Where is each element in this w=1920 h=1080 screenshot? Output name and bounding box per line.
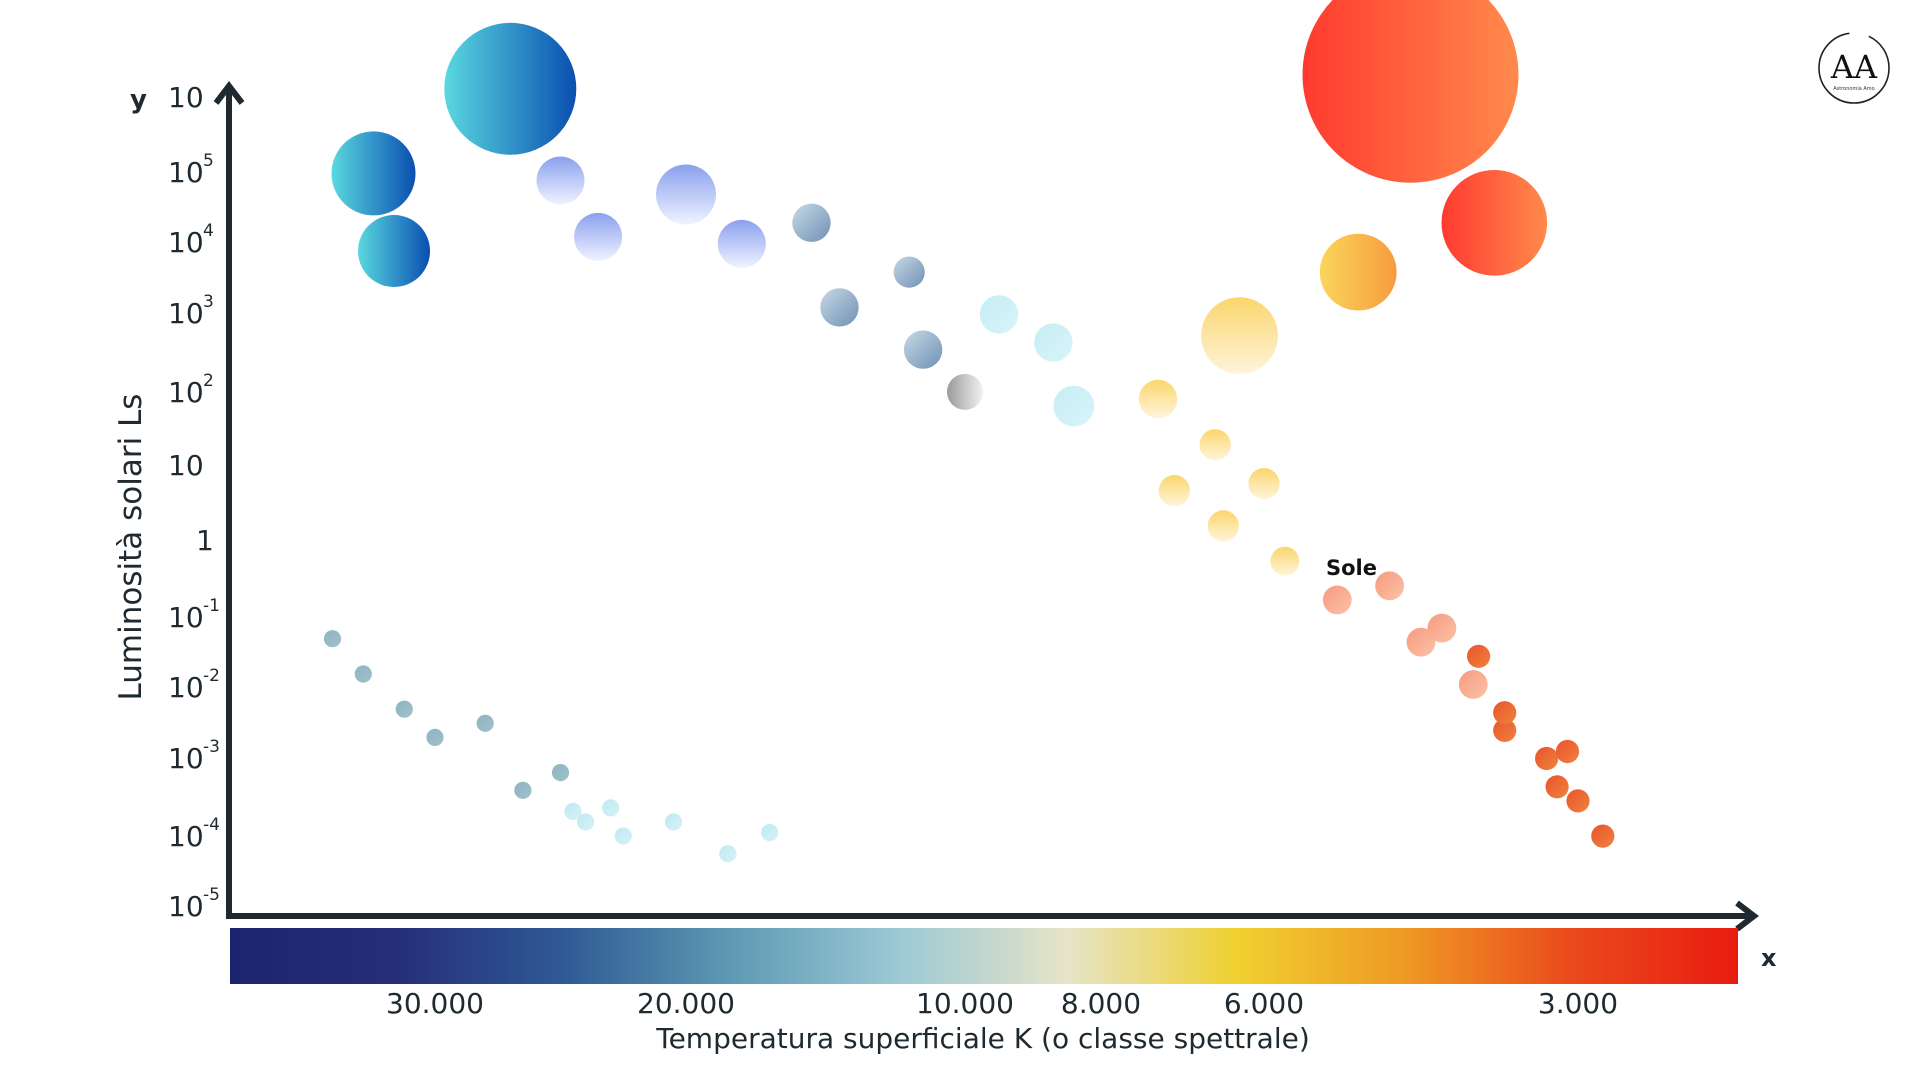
star-point-orange-red-dwarfs <box>1467 644 1491 668</box>
logo-text: AA <box>1830 48 1878 86</box>
y-tick-label: 10 <box>168 376 204 409</box>
star-point-orange-red-dwarfs <box>1566 789 1590 813</box>
y-tick-label: 10 <box>168 226 204 259</box>
star-point-hot-blue <box>536 156 585 205</box>
star-point-hot-blue <box>331 131 416 216</box>
star-point-white-dwarfs <box>426 728 444 747</box>
y-tick-label: 10 <box>168 449 204 482</box>
y-tick-exponent: 5 <box>203 151 214 171</box>
y-tick-exponent: 3 <box>203 292 214 312</box>
x-axis-arrowhead <box>1735 900 1759 932</box>
x-axis-letter: x <box>1761 944 1777 972</box>
star-point-hot-blue <box>574 212 623 261</box>
star-point-yellow <box>1201 297 1278 374</box>
star-point-orange-red-dwarfs <box>1427 613 1457 643</box>
axes <box>213 81 1759 932</box>
y-tick-label: 10 <box>168 671 204 704</box>
star-point-orange-red-dwarfs <box>1535 746 1559 771</box>
y-tick-label: 10 <box>168 820 204 853</box>
astronomia-logo: AA Astronomia Amo <box>1816 30 1892 106</box>
y-axis-arrowhead <box>213 81 245 105</box>
star-point-orange-red-dwarfs <box>1493 701 1517 725</box>
star-point-orange-red-dwarfs <box>1493 718 1517 743</box>
star-point-blue-white <box>979 295 1019 334</box>
y-tick-exponent: 4 <box>203 221 214 241</box>
x-tick-labels: 30.000 20.000 10.000 8.000 6.000 3.000 <box>386 987 1618 1020</box>
x-tick-label: 3.000 <box>1538 987 1618 1020</box>
y-axis-label: Luminosità solari Ls <box>113 394 149 701</box>
star-point-white-dwarfs <box>514 781 532 799</box>
y-tick-label: 10 <box>168 601 204 634</box>
x-tick-label: 10.000 <box>916 987 1014 1020</box>
y-tick-label: 10 <box>168 890 204 923</box>
star-point-orange-red-dwarfs <box>1406 627 1436 657</box>
star-point-hot-blue <box>444 22 577 155</box>
star-point-white-dwarfs <box>354 665 372 683</box>
star-point-blue-white <box>1053 385 1095 427</box>
star-point-yellow <box>1158 475 1190 507</box>
star-point-white-dwarfs <box>551 764 570 782</box>
star-point-hot-blue <box>656 164 716 225</box>
y-tick-label: 10 <box>168 742 204 775</box>
star-point-blue-white <box>820 288 859 327</box>
star-point-orange-red-dwarfs <box>1555 739 1580 764</box>
y-tick-exponent: -4 <box>203 815 220 835</box>
y-tick-label: 10 <box>168 297 204 330</box>
y-tick-exponent: -1 <box>203 596 220 616</box>
star-point-yellow <box>1207 510 1239 542</box>
star-point-blue-white <box>1034 323 1073 362</box>
star-point-white-dwarfs <box>614 827 632 845</box>
star-point-hot-blue <box>717 219 766 268</box>
star-point-white-dwarfs <box>323 630 342 648</box>
star-point-red-giants <box>1441 170 1548 276</box>
star-point-blue-white <box>947 373 983 410</box>
star-point-orange-red-dwarfs <box>1375 571 1404 601</box>
star-point-yellow <box>1270 546 1300 576</box>
star-point-white-dwarfs <box>476 714 494 732</box>
star-point-yellow <box>1199 429 1231 461</box>
x-axis-label: Temperatura superficiale K (o classe spe… <box>655 1022 1310 1055</box>
y-tick-exponent: -5 <box>203 885 220 905</box>
star-point-hot-blue <box>358 215 430 287</box>
star-point-yellow <box>1248 468 1280 500</box>
star-point-blue-white <box>903 330 943 369</box>
star-point-white-dwarfs <box>719 845 737 863</box>
star-point-yellow <box>1138 379 1178 419</box>
star-point-white-dwarfs <box>602 799 620 817</box>
x-tick-label: 8.000 <box>1061 987 1141 1020</box>
logo-mark-icon: AA Astronomia Amo <box>1818 32 1890 104</box>
logo-subtitle: Astronomia Amo <box>1833 86 1874 92</box>
star-point-white-dwarfs <box>761 824 779 842</box>
y-axis-letter: y <box>130 85 147 115</box>
star-point-red-giants <box>1302 0 1519 183</box>
star-points <box>323 0 1615 863</box>
y-tick-label: 10 <box>168 81 204 114</box>
x-tick-label: 6.000 <box>1224 987 1304 1020</box>
y-tick-exponent: -3 <box>203 737 220 757</box>
sun-annotation: Sole <box>1326 556 1377 580</box>
star-point-orange-red-dwarfs <box>1545 775 1569 799</box>
x-tick-label: 30.000 <box>386 987 484 1020</box>
star-point-yellow <box>1319 233 1397 311</box>
star-point-white-dwarfs <box>577 813 595 831</box>
star-point-blue-white <box>792 203 831 242</box>
temperature-color-bar <box>230 928 1738 984</box>
star-point-white-dwarfs <box>564 802 582 821</box>
star-point-blue-white <box>893 256 925 288</box>
star-point-orange-red-dwarfs <box>1591 824 1615 848</box>
y-tick-exponent: 2 <box>203 371 214 391</box>
y-tick-label: 10 <box>168 156 204 189</box>
y-tick-exponent: -2 <box>203 666 220 686</box>
y-tick-label: 1 <box>196 524 214 557</box>
star-point-white-dwarfs <box>664 813 683 831</box>
star-point-orange-red-dwarfs <box>1322 585 1352 615</box>
star-point-white-dwarfs <box>395 700 413 718</box>
x-tick-label: 20.000 <box>637 987 735 1020</box>
star-point-orange-red-dwarfs <box>1458 670 1488 699</box>
